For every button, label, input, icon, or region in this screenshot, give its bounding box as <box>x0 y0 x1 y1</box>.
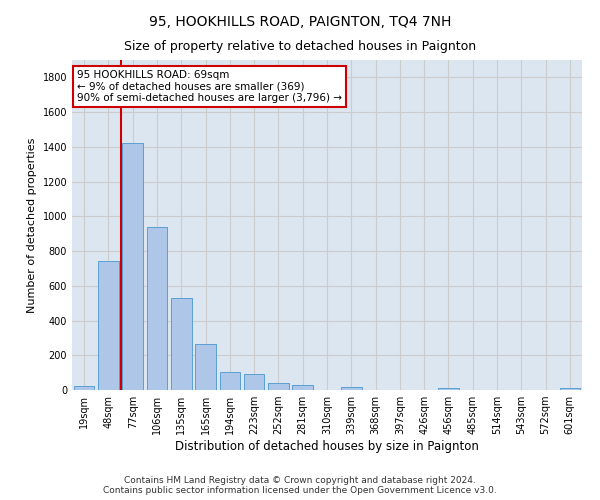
Bar <box>560 388 580 390</box>
Bar <box>98 262 119 390</box>
Bar <box>195 344 216 390</box>
Bar <box>292 386 313 390</box>
Text: Contains HM Land Registry data © Crown copyright and database right 2024.
Contai: Contains HM Land Registry data © Crown c… <box>103 476 497 495</box>
Bar <box>244 374 265 390</box>
X-axis label: Distribution of detached houses by size in Paignton: Distribution of detached houses by size … <box>175 440 479 453</box>
Bar <box>146 228 167 390</box>
Bar <box>74 386 94 390</box>
Bar <box>220 372 240 390</box>
Bar <box>171 298 191 390</box>
Text: Size of property relative to detached houses in Paignton: Size of property relative to detached ho… <box>124 40 476 53</box>
Bar <box>438 388 459 390</box>
Text: 95, HOOKHILLS ROAD, PAIGNTON, TQ4 7NH: 95, HOOKHILLS ROAD, PAIGNTON, TQ4 7NH <box>149 15 451 29</box>
Bar <box>122 144 143 390</box>
Bar <box>341 388 362 390</box>
Y-axis label: Number of detached properties: Number of detached properties <box>27 138 37 312</box>
Bar <box>268 383 289 390</box>
Text: 95 HOOKHILLS ROAD: 69sqm
← 9% of detached houses are smaller (369)
90% of semi-d: 95 HOOKHILLS ROAD: 69sqm ← 9% of detache… <box>77 70 342 103</box>
